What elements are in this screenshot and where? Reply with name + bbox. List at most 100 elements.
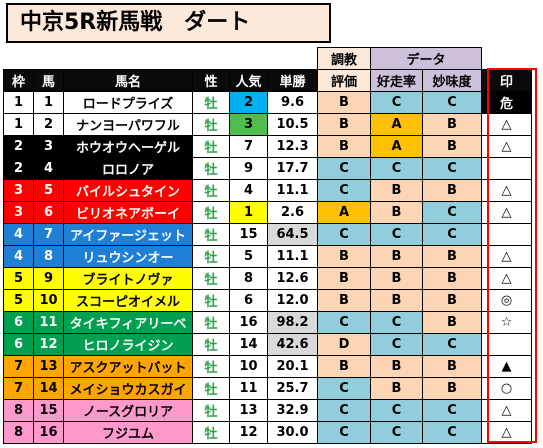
horse-number-cell: 12 [33,333,64,356]
table-row: 2 4 ロロノア牡 9 17.7 C C C [3,157,532,180]
value-rank-cell: B [422,289,482,312]
training-rank-cell: D [317,333,371,356]
training-rank-cell: C [317,311,371,334]
prediction-mark-cell [481,333,532,356]
horse-number-cell: 8 [33,245,64,268]
odds-cell: 42.6 [267,333,318,356]
prediction-mark-cell: ◎ [481,289,532,312]
popularity-cell: 6 [229,289,268,312]
prediction-mark-cell: ○ [481,377,532,400]
odds-cell: 11.1 [267,245,318,268]
race-title: 中京5R新馬戦 ダート1800m [6,3,331,71]
waku-cell: 2 [3,157,34,180]
header-popularity: 人気 [229,69,268,92]
sex-cell: 牡 [192,267,230,290]
sex-cell: 牡 [192,289,230,312]
odds-cell: 10.5 [267,113,318,136]
sex-cell: 牡 [192,201,230,224]
horse-number-cell: 10 [33,289,64,312]
training-rank-cell: B [317,135,371,158]
prediction-mark-cell: △ [481,201,532,224]
win-rate-rank-cell: C [370,91,423,114]
odds-cell: 20.1 [267,355,318,378]
sex-cell: 牡 [192,91,230,114]
value-rank-cell: B [422,355,482,378]
win-rate-rank-cell: C [370,157,423,180]
sex-cell: 牡 [192,421,230,444]
prediction-mark-cell: △ [481,421,532,444]
header-name: 馬名 [63,69,193,92]
prediction-mark-cell: △ [481,399,532,422]
value-rank-cell: C [422,223,482,246]
popularity-cell: 15 [229,223,268,246]
waku-cell: 2 [3,135,34,158]
popularity-cell: 11 [229,377,268,400]
popularity-cell: 16 [229,311,268,334]
training-rank-cell: C [317,421,371,444]
horse-number-cell: 15 [33,399,64,422]
popularity-cell: 14 [229,333,268,356]
win-rate-rank-cell: C [370,399,423,422]
training-rank-cell: C [317,157,371,180]
sex-cell: 牡 [192,135,230,158]
odds-cell: 11.1 [267,179,318,202]
horse-number-cell: 7 [33,223,64,246]
header-spacer-right [481,47,532,70]
popularity-cell: 9 [229,157,268,180]
value-rank-cell: B [422,377,482,400]
popularity-cell: 13 [229,399,268,422]
waku-cell: 5 [3,289,34,312]
header-train-top: 調教 [317,47,371,70]
prediction-mark-cell: ▲ [481,355,532,378]
prediction-mark-cell [481,223,532,246]
odds-cell: 2.6 [267,201,318,224]
header-spacer [3,47,318,70]
training-rank-cell: B [317,289,371,312]
win-rate-rank-cell: C [370,421,423,444]
win-rate-rank-cell: A [370,113,423,136]
table-row: 7 14 メイショウカスガイ牡 11 25.7 C B B ○ [3,377,532,400]
odds-cell: 98.2 [267,311,318,334]
value-rank-cell: C [422,333,482,356]
value-rank-cell: C [422,399,482,422]
waku-cell: 8 [3,399,34,422]
table-row: 5 9 ブライトノヴァ牡 8 12.6 B B B △ [3,267,532,290]
training-rank-cell: C [317,179,371,202]
table-row: 8 16 フジユム牡 12 30.0 C C C △ [3,421,532,444]
header-train-bottom: 評価 [317,69,371,92]
horse-number-cell: 4 [33,157,64,180]
prediction-mark-cell: △ [481,179,532,202]
sex-cell: 牡 [192,399,230,422]
header-sex: 性 [192,69,230,92]
waku-cell: 7 [3,377,34,400]
odds-cell: 12.0 [267,289,318,312]
win-rate-rank-cell: B [370,179,423,202]
odds-cell: 32.9 [267,399,318,422]
waku-cell: 4 [3,245,34,268]
sex-cell: 牡 [192,179,230,202]
popularity-cell: 4 [229,179,268,202]
horse-number-cell: 11 [33,311,64,334]
training-rank-cell: C [317,399,371,422]
popularity-cell: 7 [229,135,268,158]
horse-name-cell: アイファージェット [63,223,193,246]
value-rank-cell: C [422,157,482,180]
horse-number-cell: 3 [33,135,64,158]
horse-name-cell: ナンヨーパワフル [63,113,193,136]
odds-cell: 9.6 [267,91,318,114]
training-rank-cell: B [317,113,371,136]
prediction-mark-cell [481,157,532,180]
odds-cell: 30.0 [267,421,318,444]
waku-cell: 1 [3,91,34,114]
training-rank-cell: C [317,377,371,400]
header-value: 妙味度 [422,69,482,92]
horse-number-cell: 1 [33,91,64,114]
waku-cell: 7 [3,355,34,378]
win-rate-rank-cell: B [370,201,423,224]
table-row: 4 7 アイファージェット牡 15 64.5 C C C [3,223,532,246]
table-row: 6 11 タイキフィアリーベ牡 16 98.2 C C B ☆ [3,311,532,334]
win-rate-rank-cell: B [370,289,423,312]
sex-cell: 牡 [192,311,230,334]
table-row: 6 12 ヒロノライジン牡 14 42.6 D C C [3,333,532,356]
header-data-group: データ [370,47,482,70]
